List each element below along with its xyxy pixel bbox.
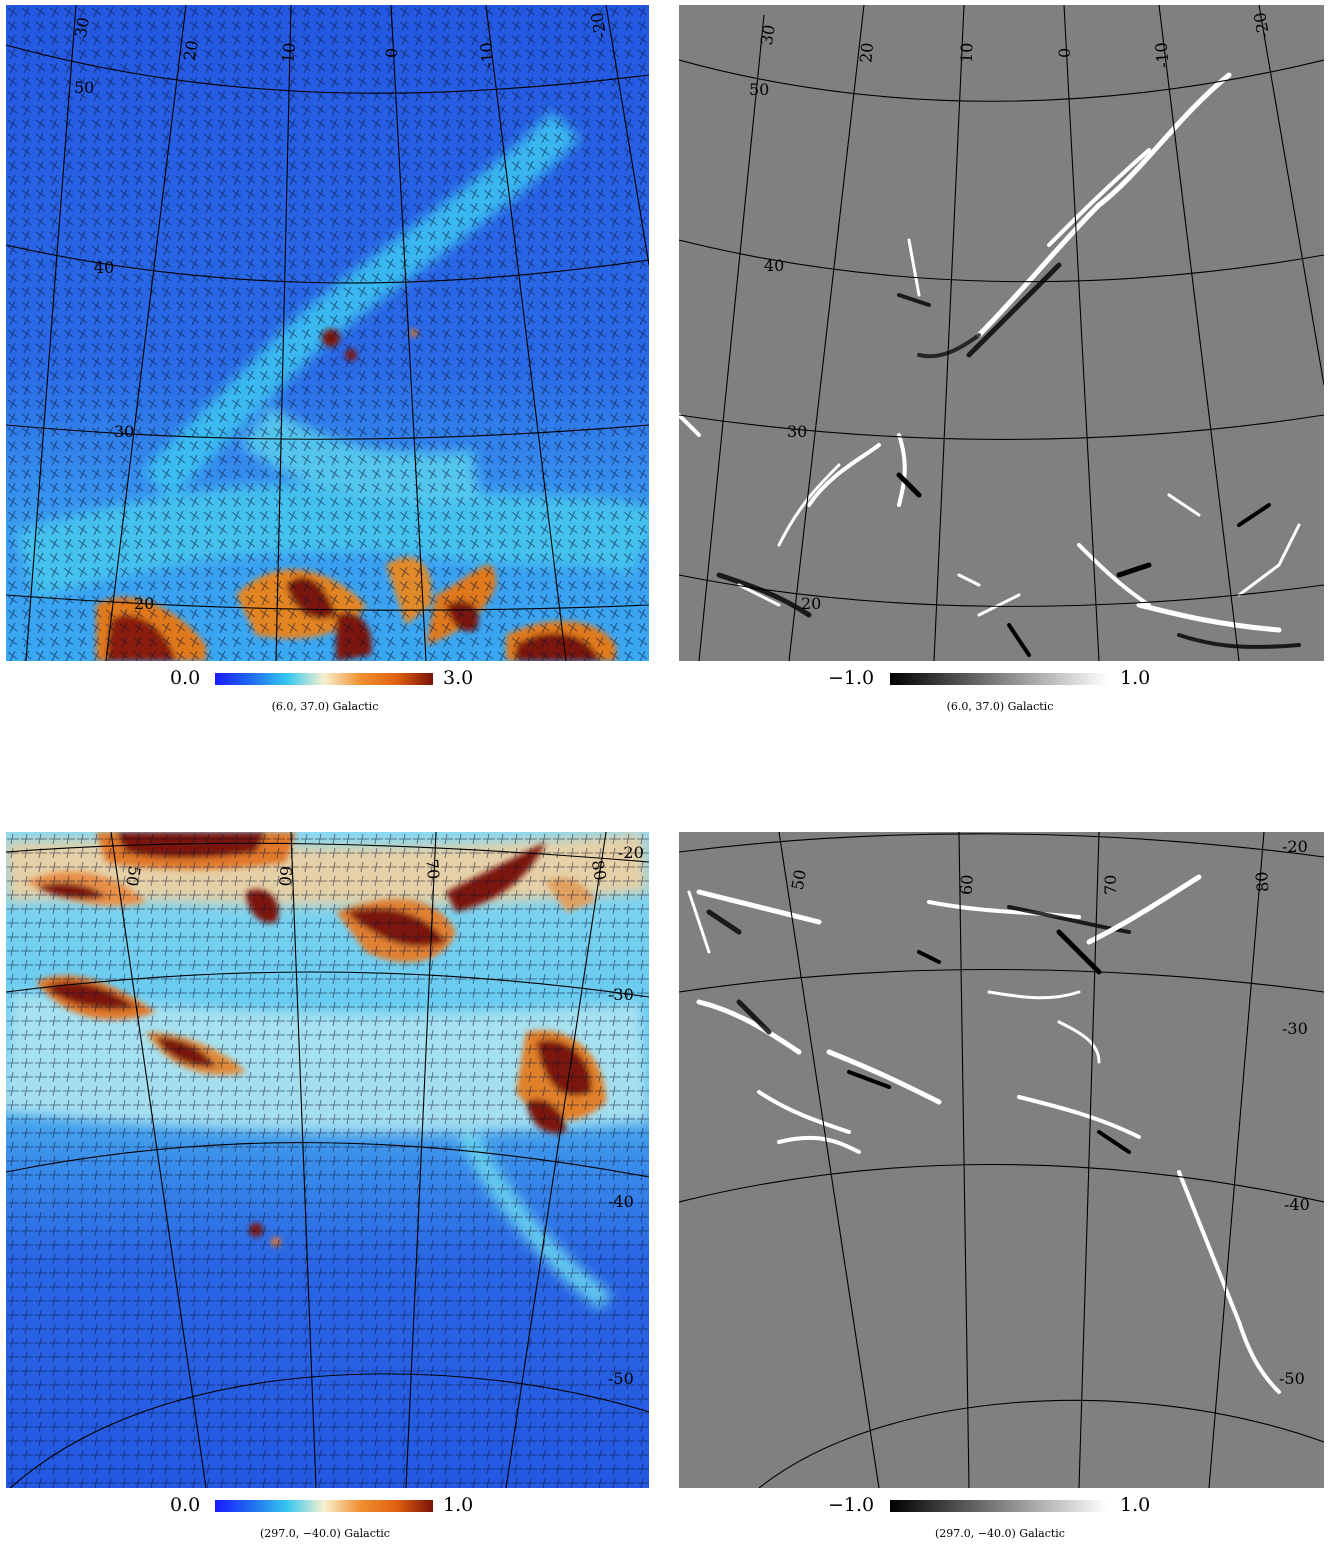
map-top-right: 30 20 10 0 -10 -20 50 40 30 20 <box>679 5 1324 661</box>
colorbar-min: 0.0 <box>170 1494 201 1516</box>
colorbar-gradient <box>890 673 1108 685</box>
colorbar-bottom-right: −1.0 1.0 <box>828 1494 1168 1520</box>
lat-label: -40 <box>608 1192 634 1211</box>
lat-label: 40 <box>94 258 114 277</box>
lat-label: -50 <box>608 1369 634 1388</box>
lat-label: 20 <box>801 594 821 613</box>
colorbar-top-right: −1.0 1.0 <box>828 667 1168 693</box>
colorbar-bottom-left: 0.0 1.0 <box>170 1494 490 1520</box>
colorbar-gradient <box>215 673 433 685</box>
lat-label: -30 <box>608 985 634 1004</box>
lon-label: 70 <box>1101 875 1120 895</box>
lat-label: 20 <box>134 594 154 613</box>
lon-label: 0 <box>1055 48 1074 58</box>
colorbar-top-left: 0.0 3.0 <box>170 667 490 693</box>
lon-label: 60 <box>275 865 296 887</box>
lat-label: -30 <box>1282 1019 1308 1038</box>
lat-label: -40 <box>1284 1195 1310 1214</box>
colorbar-gradient <box>890 1500 1108 1512</box>
lon-label: 50 <box>788 868 810 891</box>
lon-label: 80 <box>1252 871 1273 893</box>
caption-bottom-left: (297.0, −40.0) Galactic <box>260 1527 390 1540</box>
lon-label: 30 <box>71 16 93 39</box>
colorbar-max: 3.0 <box>443 667 474 689</box>
lon-label: 20 <box>856 42 877 64</box>
lon-label: 10 <box>957 42 977 63</box>
lon-label: 30 <box>757 23 779 46</box>
lon-label: 80 <box>588 859 610 882</box>
lon-label: 20 <box>180 39 202 62</box>
colorbar-max: 1.0 <box>1120 667 1151 689</box>
lon-label: 10 <box>278 42 299 64</box>
lat-label: 30 <box>114 422 134 441</box>
map-bottom-right: 50 60 70 80 -20 -30 -40 -50 <box>679 832 1324 1488</box>
colorbar-max: 1.0 <box>1120 1494 1151 1516</box>
lon-label: 0 <box>382 48 401 58</box>
lon-label: 60 <box>956 874 977 896</box>
lat-label: 40 <box>764 256 784 275</box>
lat-label: 30 <box>787 422 807 441</box>
map-top-left: 30 20 10 0 -10 -20 50 40 30 20 <box>6 5 649 661</box>
lon-label: -10 <box>1151 42 1172 69</box>
colorbar-min: −1.0 <box>828 1494 875 1516</box>
caption-top-left: (6.0, 37.0) Galactic <box>271 700 379 713</box>
colorbar-min: 0.0 <box>170 667 201 689</box>
lon-label: -20 <box>1250 11 1273 40</box>
lon-label: 50 <box>122 864 144 887</box>
lat-label: -20 <box>1282 837 1308 856</box>
map-bottom-left: 50 60 70 80 -20 -30 -40 -50 <box>6 832 649 1488</box>
caption-top-right: (6.0, 37.0) Galactic <box>946 700 1054 713</box>
colorbar-max: 1.0 <box>443 1494 474 1516</box>
lat-label: -50 <box>1279 1369 1305 1388</box>
caption-bottom-right: (297.0, −40.0) Galactic <box>935 1527 1065 1540</box>
lat-label: 50 <box>749 80 769 99</box>
colorbar-gradient <box>215 1500 433 1512</box>
lon-label: -10 <box>476 42 497 69</box>
lat-label: -20 <box>618 843 644 862</box>
lon-label: 70 <box>422 858 443 880</box>
lon-label: -20 <box>587 11 610 40</box>
colorbar-min: −1.0 <box>828 667 875 689</box>
lat-label: 50 <box>74 78 94 97</box>
